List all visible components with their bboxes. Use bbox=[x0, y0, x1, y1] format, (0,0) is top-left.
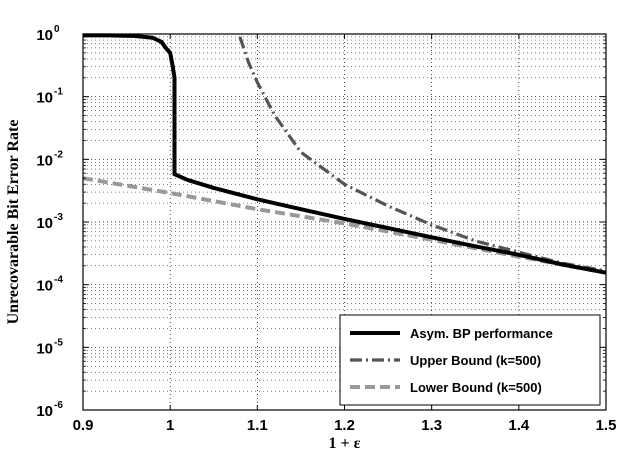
y-axis-title: Unrecovarable Bit Error Rate bbox=[5, 120, 22, 325]
x-tick-label: 1.5 bbox=[596, 417, 617, 434]
y-tick-exponent: 0 bbox=[54, 24, 60, 35]
y-tick-exponent: -1 bbox=[54, 87, 63, 98]
legend-label-2: Lower Bound (k=500) bbox=[410, 380, 542, 395]
y-tick-label: 10-1 bbox=[36, 87, 63, 107]
legend: Asym. BP performance Upper Bound (k=500) L… bbox=[339, 314, 601, 406]
y-tick-base: 10 bbox=[36, 215, 53, 232]
y-tick-exponent: -3 bbox=[54, 212, 63, 223]
legend-items: Asym. BP performance Upper Bound (k=500) L… bbox=[350, 326, 553, 395]
x-tick-label: 1.4 bbox=[508, 417, 530, 434]
y-tick-exponent: -6 bbox=[54, 400, 63, 411]
y-tick-label: 10-2 bbox=[36, 149, 63, 169]
grid bbox=[83, 34, 606, 410]
ticks bbox=[82, 33, 607, 411]
x-axis-title: 1 + ε bbox=[329, 435, 361, 452]
y-tick-label: 10-6 bbox=[36, 400, 63, 420]
y-tick-label: 10-4 bbox=[36, 275, 63, 295]
y-tick-label: 100 bbox=[36, 24, 60, 44]
series-layer bbox=[82, 33, 607, 275]
y-tick-exponent: -4 bbox=[54, 275, 63, 286]
x-tick-label: 1.3 bbox=[421, 417, 442, 434]
y-tick-base: 10 bbox=[36, 278, 53, 295]
y-tick-label: 10-3 bbox=[36, 212, 63, 232]
y-tick-base: 10 bbox=[36, 90, 53, 107]
y-tick-label: 10-5 bbox=[36, 337, 63, 357]
legend-label-0: Asym. BP performance bbox=[410, 326, 553, 341]
tick-labels: 0.9 1 1.1 1.2 1.3 1.4 1.510010-110-210-310-410… bbox=[36, 24, 616, 434]
x-tick-label: 1.1 bbox=[247, 417, 268, 434]
legend-label-1: Upper Bound (k=500) bbox=[410, 353, 541, 368]
y-tick-exponent: -2 bbox=[54, 149, 63, 160]
x-tick-label: 1.2 bbox=[334, 417, 355, 434]
y-tick-base: 10 bbox=[36, 152, 53, 169]
x-tick-label: 0.9 bbox=[73, 417, 94, 434]
x-tick-label: 1 bbox=[166, 417, 174, 434]
series-line-0 bbox=[83, 33, 607, 275]
y-tick-base: 10 bbox=[36, 27, 53, 44]
y-tick-base: 10 bbox=[36, 403, 53, 420]
series-line-1 bbox=[238, 36, 607, 273]
y-tick-exponent: -5 bbox=[54, 337, 63, 348]
y-tick-base: 10 bbox=[36, 340, 53, 357]
